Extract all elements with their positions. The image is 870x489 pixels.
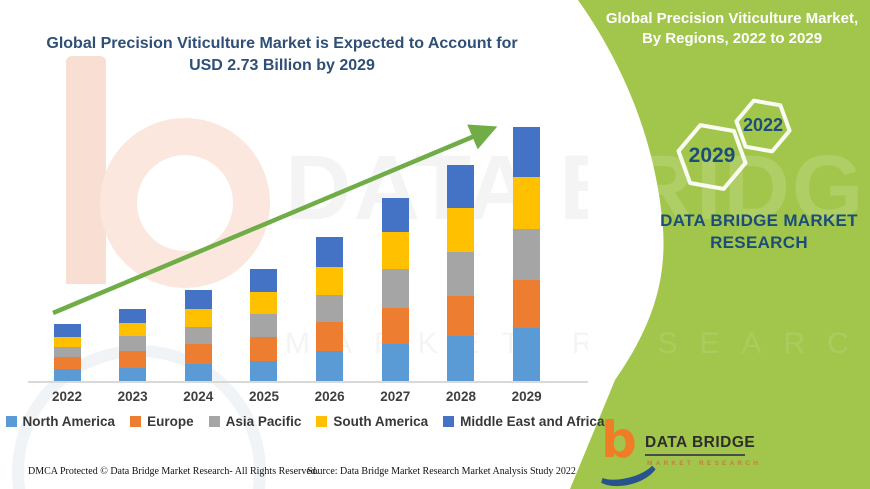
x-axis-label: 2026	[314, 389, 345, 404]
legend-label: Middle East and Africa	[460, 414, 605, 429]
bar-segment-south-america[interactable]	[119, 322, 147, 336]
dmca-notice: DMCA Protected © Data Bridge Market Rese…	[28, 466, 319, 477]
bar-segment-asia-pacific[interactable]	[119, 335, 147, 352]
bar-2023[interactable]	[119, 308, 147, 381]
legend-label: Europe	[147, 414, 194, 429]
bar-2026[interactable]	[316, 236, 344, 381]
legend-swatch-icon	[443, 416, 455, 427]
panel-title-line1: Global Precision Viticulture Market,	[605, 10, 859, 27]
x-axis-label: 2029	[511, 389, 542, 404]
bar-segment-asia-pacific[interactable]	[184, 327, 212, 344]
bar-2029[interactable]	[513, 127, 541, 381]
bar-segment-europe[interactable]	[53, 356, 81, 369]
legend-label: North America	[22, 414, 116, 429]
bar-segment-asia-pacific[interactable]	[447, 251, 475, 297]
x-axis-label: 2025	[248, 389, 279, 404]
bar-segment-asia-pacific[interactable]	[53, 346, 81, 357]
bar-segment-north-america[interactable]	[447, 336, 475, 381]
bar-segment-asia-pacific[interactable]	[316, 295, 344, 323]
bar-segment-europe[interactable]	[513, 279, 541, 328]
bar-segment-north-america[interactable]	[250, 360, 278, 381]
bar-segment-asia-pacific[interactable]	[513, 229, 541, 280]
legend-item-north-america[interactable]: North America	[5, 414, 116, 429]
chart-title: Global Precision Viticulture Market is E…	[36, 33, 528, 77]
x-axis-label: 2024	[183, 389, 214, 404]
x-axis-line	[28, 381, 588, 383]
x-axis-label: 2023	[117, 389, 148, 404]
logo-name: DATA BRIDGE	[645, 434, 756, 451]
brand-line2: RESEARCH	[710, 233, 808, 252]
bar-segment-north-america[interactable]	[513, 328, 541, 381]
bar-segment-middle-east-and-africa[interactable]	[53, 324, 81, 338]
legend-label: Asia Pacific	[225, 414, 302, 429]
logo-b-icon: b	[601, 411, 637, 469]
bar-segment-south-america[interactable]	[513, 177, 541, 230]
bar-2028[interactable]	[447, 165, 475, 381]
chart-legend: North America Europe Asia Pacific South Ame…	[5, 414, 604, 429]
bar-segment-north-america[interactable]	[381, 343, 409, 381]
legend-swatch-icon	[208, 416, 220, 427]
bar-segment-middle-east-and-africa[interactable]	[250, 269, 278, 292]
x-axis-label: 2028	[445, 389, 476, 404]
data-bridge-logo: b DATA BRIDGE MARKET RESEARCH	[589, 412, 858, 489]
bar-segment-middle-east-and-africa[interactable]	[513, 127, 541, 178]
bar-2025[interactable]	[250, 269, 278, 381]
bar-segment-north-america[interactable]	[53, 368, 81, 381]
legend-label: South America	[333, 414, 429, 429]
chart-title-line2: USD 2.73 Billion by 2029	[189, 57, 375, 74]
bar-segment-south-america[interactable]	[381, 232, 409, 270]
legend-swatch-icon	[130, 416, 142, 427]
bar-2022[interactable]	[53, 324, 81, 381]
bar-segment-europe[interactable]	[250, 337, 278, 361]
legend-item-south-america[interactable]: South America	[316, 414, 428, 429]
logo-subtitle: MARKET RESEARCH	[647, 460, 762, 467]
watermark-b-logo-stem	[66, 56, 106, 284]
legend-item-asia-pacific[interactable]: Asia Pacific	[208, 414, 302, 429]
bar-segment-asia-pacific[interactable]	[381, 269, 409, 308]
bar-segment-middle-east-and-africa[interactable]	[119, 308, 147, 323]
bar-segment-south-america[interactable]	[250, 291, 278, 314]
hexagon-label-2022: 2022	[742, 115, 784, 135]
bar-segment-europe[interactable]	[316, 322, 344, 352]
bar-segment-north-america[interactable]	[184, 364, 212, 381]
bar-segment-middle-east-and-africa[interactable]	[447, 165, 475, 209]
chart-title-line1: Global Precision Viticulture Market is E…	[46, 35, 518, 52]
hexagon-outline-2022	[734, 98, 792, 154]
bar-segment-europe[interactable]	[447, 296, 475, 337]
bar-segment-south-america[interactable]	[184, 308, 212, 328]
panel-title: Global Precision Viticulture Market, By …	[598, 9, 866, 49]
bar-2024[interactable]	[184, 289, 212, 381]
bar-segment-south-america[interactable]	[53, 337, 81, 347]
bar-segment-asia-pacific[interactable]	[250, 313, 278, 338]
panel-title-line2: By Regions, 2022 to 2029	[641, 30, 823, 47]
bar-segment-middle-east-and-africa[interactable]	[184, 289, 212, 309]
legend-item-middle-east-and-africa[interactable]: Middle East and Africa	[443, 414, 604, 429]
bar-segment-middle-east-and-africa[interactable]	[381, 197, 409, 233]
brand-text: DATA BRIDGE MARKET RESEARCH	[646, 210, 870, 254]
legend-swatch-icon	[5, 416, 17, 427]
logo-underline	[645, 454, 745, 456]
x-axis-label: 2027	[380, 389, 411, 404]
hexagon-label-2029: 2029	[688, 144, 736, 167]
legend-item-europe[interactable]: Europe	[130, 414, 194, 429]
legend-swatch-icon	[316, 416, 328, 427]
bar-segment-north-america[interactable]	[119, 368, 147, 381]
source-note: Source: Data Bridge Market Research Mark…	[307, 466, 576, 477]
bar-segment-south-america[interactable]	[447, 208, 475, 252]
x-axis-label: 2022	[51, 389, 83, 404]
bar-2027[interactable]	[381, 197, 409, 381]
bar-segment-middle-east-and-africa[interactable]	[316, 236, 344, 267]
bar-segment-europe[interactable]	[184, 343, 212, 365]
bar-segment-north-america[interactable]	[316, 351, 344, 381]
bar-segment-europe[interactable]	[119, 351, 147, 368]
hexagon-outline-2029	[676, 123, 748, 191]
brand-line1: DATA BRIDGE MARKET	[660, 211, 858, 230]
bar-segment-europe[interactable]	[381, 307, 409, 344]
bar-segment-south-america[interactable]	[316, 266, 344, 296]
